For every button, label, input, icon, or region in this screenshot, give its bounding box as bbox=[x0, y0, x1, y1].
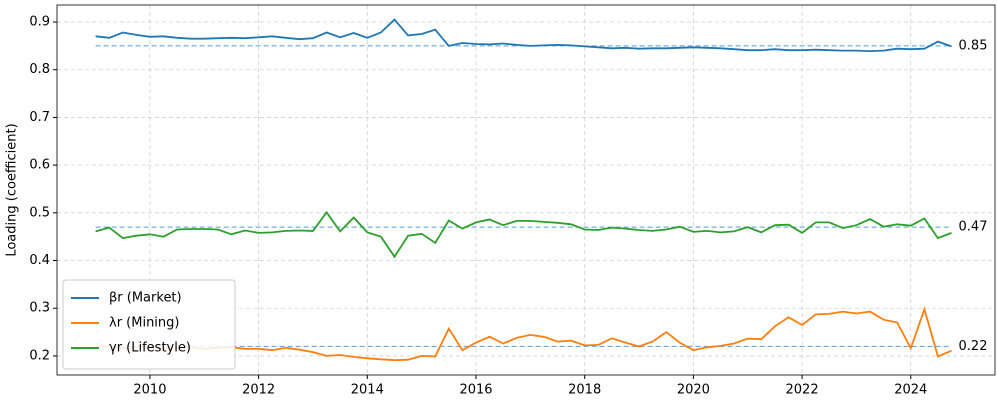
reference-label: 0.22 bbox=[959, 339, 988, 354]
series-line bbox=[95, 18, 952, 53]
y-tick-label: 0.4 bbox=[29, 253, 50, 268]
y-tick-label: 0.9 bbox=[29, 15, 50, 30]
legend-box bbox=[62, 279, 236, 370]
y-tick-label: 0.7 bbox=[29, 110, 50, 125]
x-tick-label: 2024 bbox=[894, 383, 927, 398]
y-tick-label: 0.6 bbox=[29, 158, 50, 173]
y-tick-label: 0.3 bbox=[29, 301, 50, 316]
x-tick-label: 2020 bbox=[677, 383, 710, 398]
legend-label: βr (Market) bbox=[109, 291, 182, 306]
series-line bbox=[95, 306, 952, 362]
y-tick-label: 0.8 bbox=[29, 62, 50, 77]
series-line bbox=[95, 210, 952, 259]
x-tick-label: 2014 bbox=[351, 383, 384, 398]
y-axis-label: Loading (coefficient) bbox=[5, 123, 20, 256]
reference-label: 0.85 bbox=[959, 38, 988, 53]
y-tick-label: 0.2 bbox=[29, 348, 50, 363]
x-tick-label: 2016 bbox=[459, 383, 492, 398]
plot-frame bbox=[56, 4, 996, 376]
legend-label: λr (Mining) bbox=[109, 316, 179, 331]
x-tick-label: 2018 bbox=[568, 383, 601, 398]
legend-label: γr (Lifestyle) bbox=[109, 341, 191, 356]
x-tick-label: 2022 bbox=[786, 383, 819, 398]
reference-label: 0.47 bbox=[959, 220, 988, 235]
x-tick-label: 2010 bbox=[133, 383, 166, 398]
y-tick-label: 0.5 bbox=[29, 205, 50, 220]
x-tick-label: 2012 bbox=[242, 383, 275, 398]
